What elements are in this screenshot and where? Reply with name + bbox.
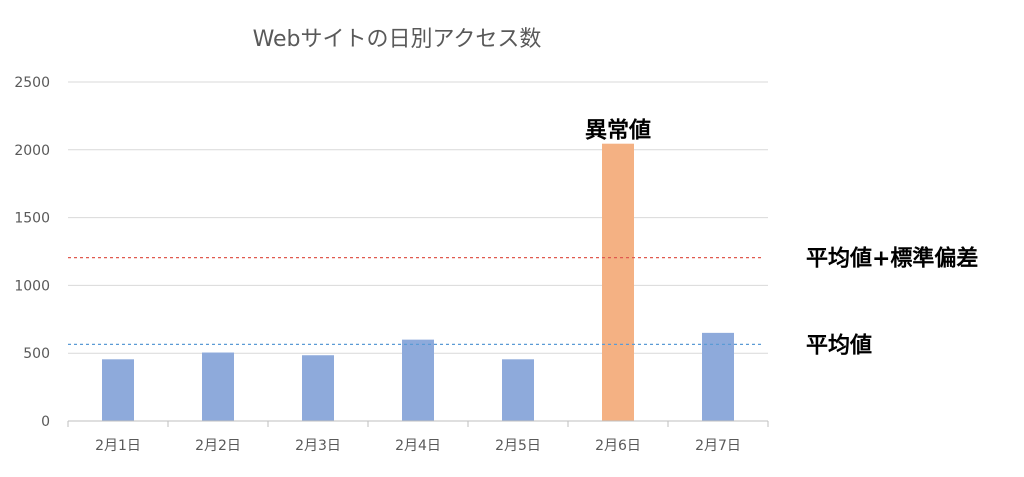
x-tick-label: 2月2日 [195,438,241,454]
bar [702,332,734,421]
y-tick-label: 0 [41,414,50,430]
x-tick-label: 2月3日 [295,438,341,454]
bar [202,352,234,421]
gridlines [68,81,768,354]
x-tick-label: 2月5日 [495,438,541,454]
x-tick-label: 2月6日 [595,438,641,454]
y-tick-label: 2000 [14,143,50,159]
bar [502,359,534,421]
chart-title: Webサイトの日別アクセス数 [253,27,542,52]
y-tick-label: 1500 [14,211,50,227]
reference-line-label: 平均値 [806,332,872,358]
annotation-label: 異常値 [585,118,651,144]
annotations: 異常値 [585,118,651,144]
y-tick-label: 1000 [14,278,50,294]
bars [102,143,734,421]
bar [302,355,334,421]
bar [402,339,434,421]
bar-highlight [602,143,634,421]
y-tick-label: 2500 [14,75,50,91]
x-tick-label: 2月7日 [695,438,741,454]
x-axis: 2月1日 2月2日 2月3日 2月4日 2月5日 2月6日 2月7日 [67,420,769,454]
y-axis-ticks: 0 500 1000 1500 2000 2500 [14,75,50,430]
x-tick-label: 2月4日 [395,438,441,454]
reference-line-label: 平均値+標準偏差 [806,246,978,272]
y-tick-label: 500 [23,346,50,362]
x-tick-label: 2月1日 [95,438,141,454]
bar [102,359,134,421]
